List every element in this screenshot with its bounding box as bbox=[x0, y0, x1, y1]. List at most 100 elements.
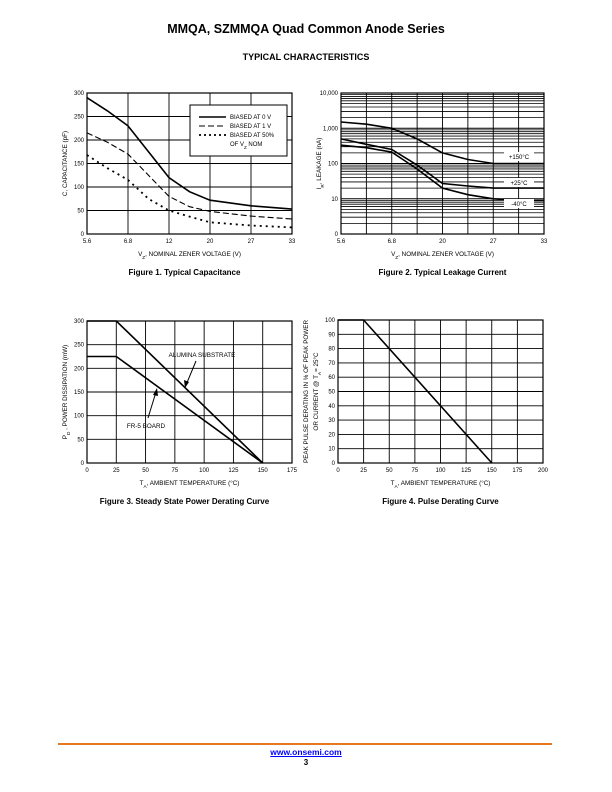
page-title: MMQA, SZMMQA Quad Common Anode Series bbox=[167, 22, 445, 36]
label-segment: C, CAPACITANCE (pF) bbox=[62, 131, 69, 196]
label-segment: A bbox=[317, 371, 323, 375]
x-tick-label: 75 bbox=[412, 468, 419, 474]
plot-frame bbox=[86, 92, 293, 235]
y-tick-label: 50 bbox=[77, 437, 84, 443]
x-tick-label: 5.6 bbox=[83, 239, 92, 245]
x-tick-label: 6.8 bbox=[388, 239, 397, 245]
series-line-biased-at-1-v bbox=[86, 132, 293, 220]
series-label: -40°C bbox=[511, 202, 527, 208]
x-tick-label: 12 bbox=[166, 239, 173, 245]
x-tick-label: 150 bbox=[258, 468, 269, 474]
y-axis-label: IR, LEAKAGE (nA) bbox=[316, 138, 326, 190]
y-tick-label: 100 bbox=[328, 162, 339, 168]
legend-box bbox=[189, 104, 288, 157]
y-axis-label: PEAK PULSE DERATING IN % OF PEAK POWER bbox=[303, 320, 310, 463]
y-tick-label: 1,000 bbox=[323, 126, 339, 132]
label-segment: BIASED AT 50% bbox=[230, 133, 275, 139]
label-segment: T bbox=[391, 480, 395, 487]
x-tick-label: 20 bbox=[439, 239, 446, 245]
figure-4-pulse-derating-chart: 0 25 50 75 100 125 150 175 200 0 10 20 30 40 50 60 70 80 9… bbox=[303, 318, 549, 506]
y-tick-label: 200 bbox=[74, 138, 85, 144]
figure-caption: Figure 4. Pulse Derating Curve bbox=[382, 497, 499, 506]
figure-caption: Figure 2. Typical Leakage Current bbox=[379, 268, 507, 277]
y-tick-label: 200 bbox=[74, 366, 85, 372]
label-segment: Z bbox=[142, 255, 145, 261]
series-line--25-c bbox=[340, 138, 544, 189]
figure-caption: Figure 3. Steady State Power Derating Cu… bbox=[100, 497, 270, 506]
figure-caption: Figure 1. Typical Capacitance bbox=[129, 268, 241, 277]
label-segment: T bbox=[140, 480, 144, 487]
x-tick-label: 100 bbox=[199, 468, 210, 474]
x-tick-label: 20 bbox=[207, 239, 214, 245]
y-tick-label: 50 bbox=[328, 390, 335, 396]
y-tick-label: 50 bbox=[77, 209, 84, 215]
x-tick-label: 0 bbox=[85, 468, 89, 474]
y-tick-label: 10,000 bbox=[320, 91, 339, 97]
gridlines bbox=[337, 319, 544, 464]
x-tick-label: 150 bbox=[487, 468, 498, 474]
x-tick-label: 25 bbox=[360, 468, 367, 474]
x-tick-label: 200 bbox=[538, 468, 549, 474]
series-label-bg bbox=[504, 178, 534, 187]
label-segment: D bbox=[66, 431, 72, 435]
x-tick-label: 75 bbox=[172, 468, 179, 474]
y-tick-label: 100 bbox=[74, 185, 85, 191]
label-segment: P bbox=[62, 435, 69, 439]
label-segment: V bbox=[391, 251, 396, 258]
x-tick-label: 0 bbox=[336, 468, 340, 474]
x-tick-label: 50 bbox=[142, 468, 149, 474]
series-label-bg bbox=[504, 199, 534, 208]
x-tick-label: 125 bbox=[228, 468, 239, 474]
label-segment: OF V bbox=[230, 142, 244, 148]
y-tick-label: 300 bbox=[74, 91, 85, 97]
y-tick-label: 70 bbox=[328, 361, 335, 367]
series-line-biased-at-50-of-vz-nom bbox=[86, 154, 293, 229]
series-label: +25°C bbox=[511, 181, 529, 187]
series-line-biased-at-0-v bbox=[86, 97, 293, 210]
legend-entry: OF VZ NOM bbox=[230, 142, 262, 150]
legend-entry: BIASED AT 1 V bbox=[230, 124, 271, 130]
label-segment: A bbox=[143, 484, 147, 490]
x-tick-label: 175 bbox=[512, 468, 523, 474]
y-tick-label: 30 bbox=[328, 418, 335, 424]
label-segment: , AMBIENT TEMPERATURE (°C) bbox=[398, 479, 491, 487]
label-segment: , AMBIENT TEMPERATURE (°C) bbox=[147, 479, 240, 487]
label-segment: , LEAKAGE (nA) bbox=[316, 138, 323, 185]
y-tick-label: 150 bbox=[74, 162, 85, 168]
footer-link[interactable]: www.onsemi.com bbox=[270, 747, 342, 757]
x-axis-label: VZ, NOMINAL ZENER VOLTAGE (V) bbox=[391, 251, 494, 261]
label-segment: R bbox=[320, 184, 326, 188]
label-segment: BIASED AT 0 V bbox=[230, 115, 271, 121]
x-tick-label: 100 bbox=[435, 468, 446, 474]
y-tick-label: 100 bbox=[74, 414, 85, 420]
y-tick-label: 20 bbox=[328, 432, 335, 438]
y-axis-label: C, CAPACITANCE (pF) bbox=[62, 131, 69, 196]
series-line-fr-5-board bbox=[87, 355, 264, 464]
label-segment: NOM bbox=[247, 142, 263, 148]
y-tick-label: 0 bbox=[335, 232, 339, 238]
y-tick-label: 0 bbox=[81, 461, 85, 467]
label-segment: PEAK PULSE DERATING IN % OF PEAK POWER bbox=[303, 320, 310, 463]
x-axis-label: TA, AMBIENT TEMPERATURE (°C) bbox=[391, 479, 491, 490]
y-tick-label: 60 bbox=[328, 375, 335, 381]
legend: BIASED AT 0 V BIASED AT 1 V BIASED AT 50% O… bbox=[189, 104, 288, 157]
y-tick-label: 10 bbox=[331, 197, 338, 203]
y-tick-label: 300 bbox=[74, 319, 85, 325]
series-label-bg bbox=[504, 152, 534, 161]
label-segment: OR CURRENT @ T bbox=[313, 375, 320, 431]
legend-entry: BIASED AT 50% bbox=[230, 133, 275, 139]
series-label-alumina: ALUMINA SUBSTRATE bbox=[169, 352, 236, 359]
y-tick-label: 0 bbox=[332, 461, 336, 467]
y-tick-label: 90 bbox=[328, 332, 335, 338]
y-axis-label-line-2: OR CURRENT @ TA= 25°C bbox=[312, 352, 323, 431]
footer-divider bbox=[58, 743, 552, 745]
series-label-fr5: FR-5 BOARD bbox=[127, 423, 166, 430]
arrowhead-icon bbox=[184, 380, 189, 388]
annotation-arrow bbox=[147, 391, 157, 419]
label-segment: = 25°C bbox=[312, 352, 320, 372]
x-tick-label: 27 bbox=[248, 239, 255, 245]
x-tick-label: 6.8 bbox=[124, 239, 133, 245]
x-tick-label: 5.6 bbox=[337, 239, 346, 245]
series-line-alumina-substrate bbox=[87, 320, 264, 464]
